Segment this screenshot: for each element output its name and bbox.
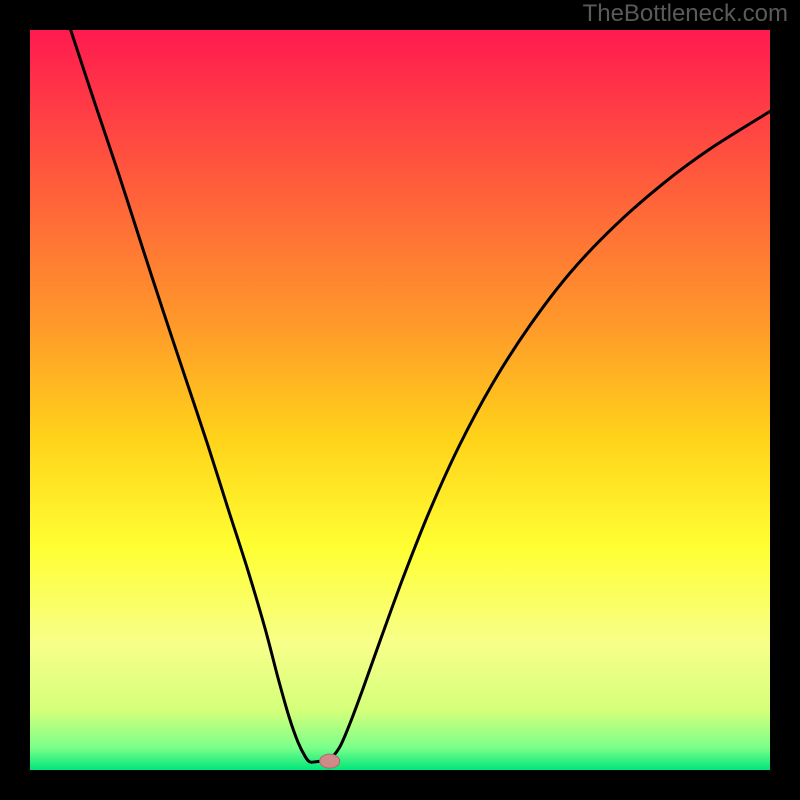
watermark-text: TheBottleneck.com <box>583 0 788 28</box>
optimal-point-marker <box>320 754 340 768</box>
chart-background <box>30 30 770 770</box>
chart-svg <box>0 0 800 800</box>
bottleneck-chart: TheBottleneck.com <box>0 0 800 800</box>
